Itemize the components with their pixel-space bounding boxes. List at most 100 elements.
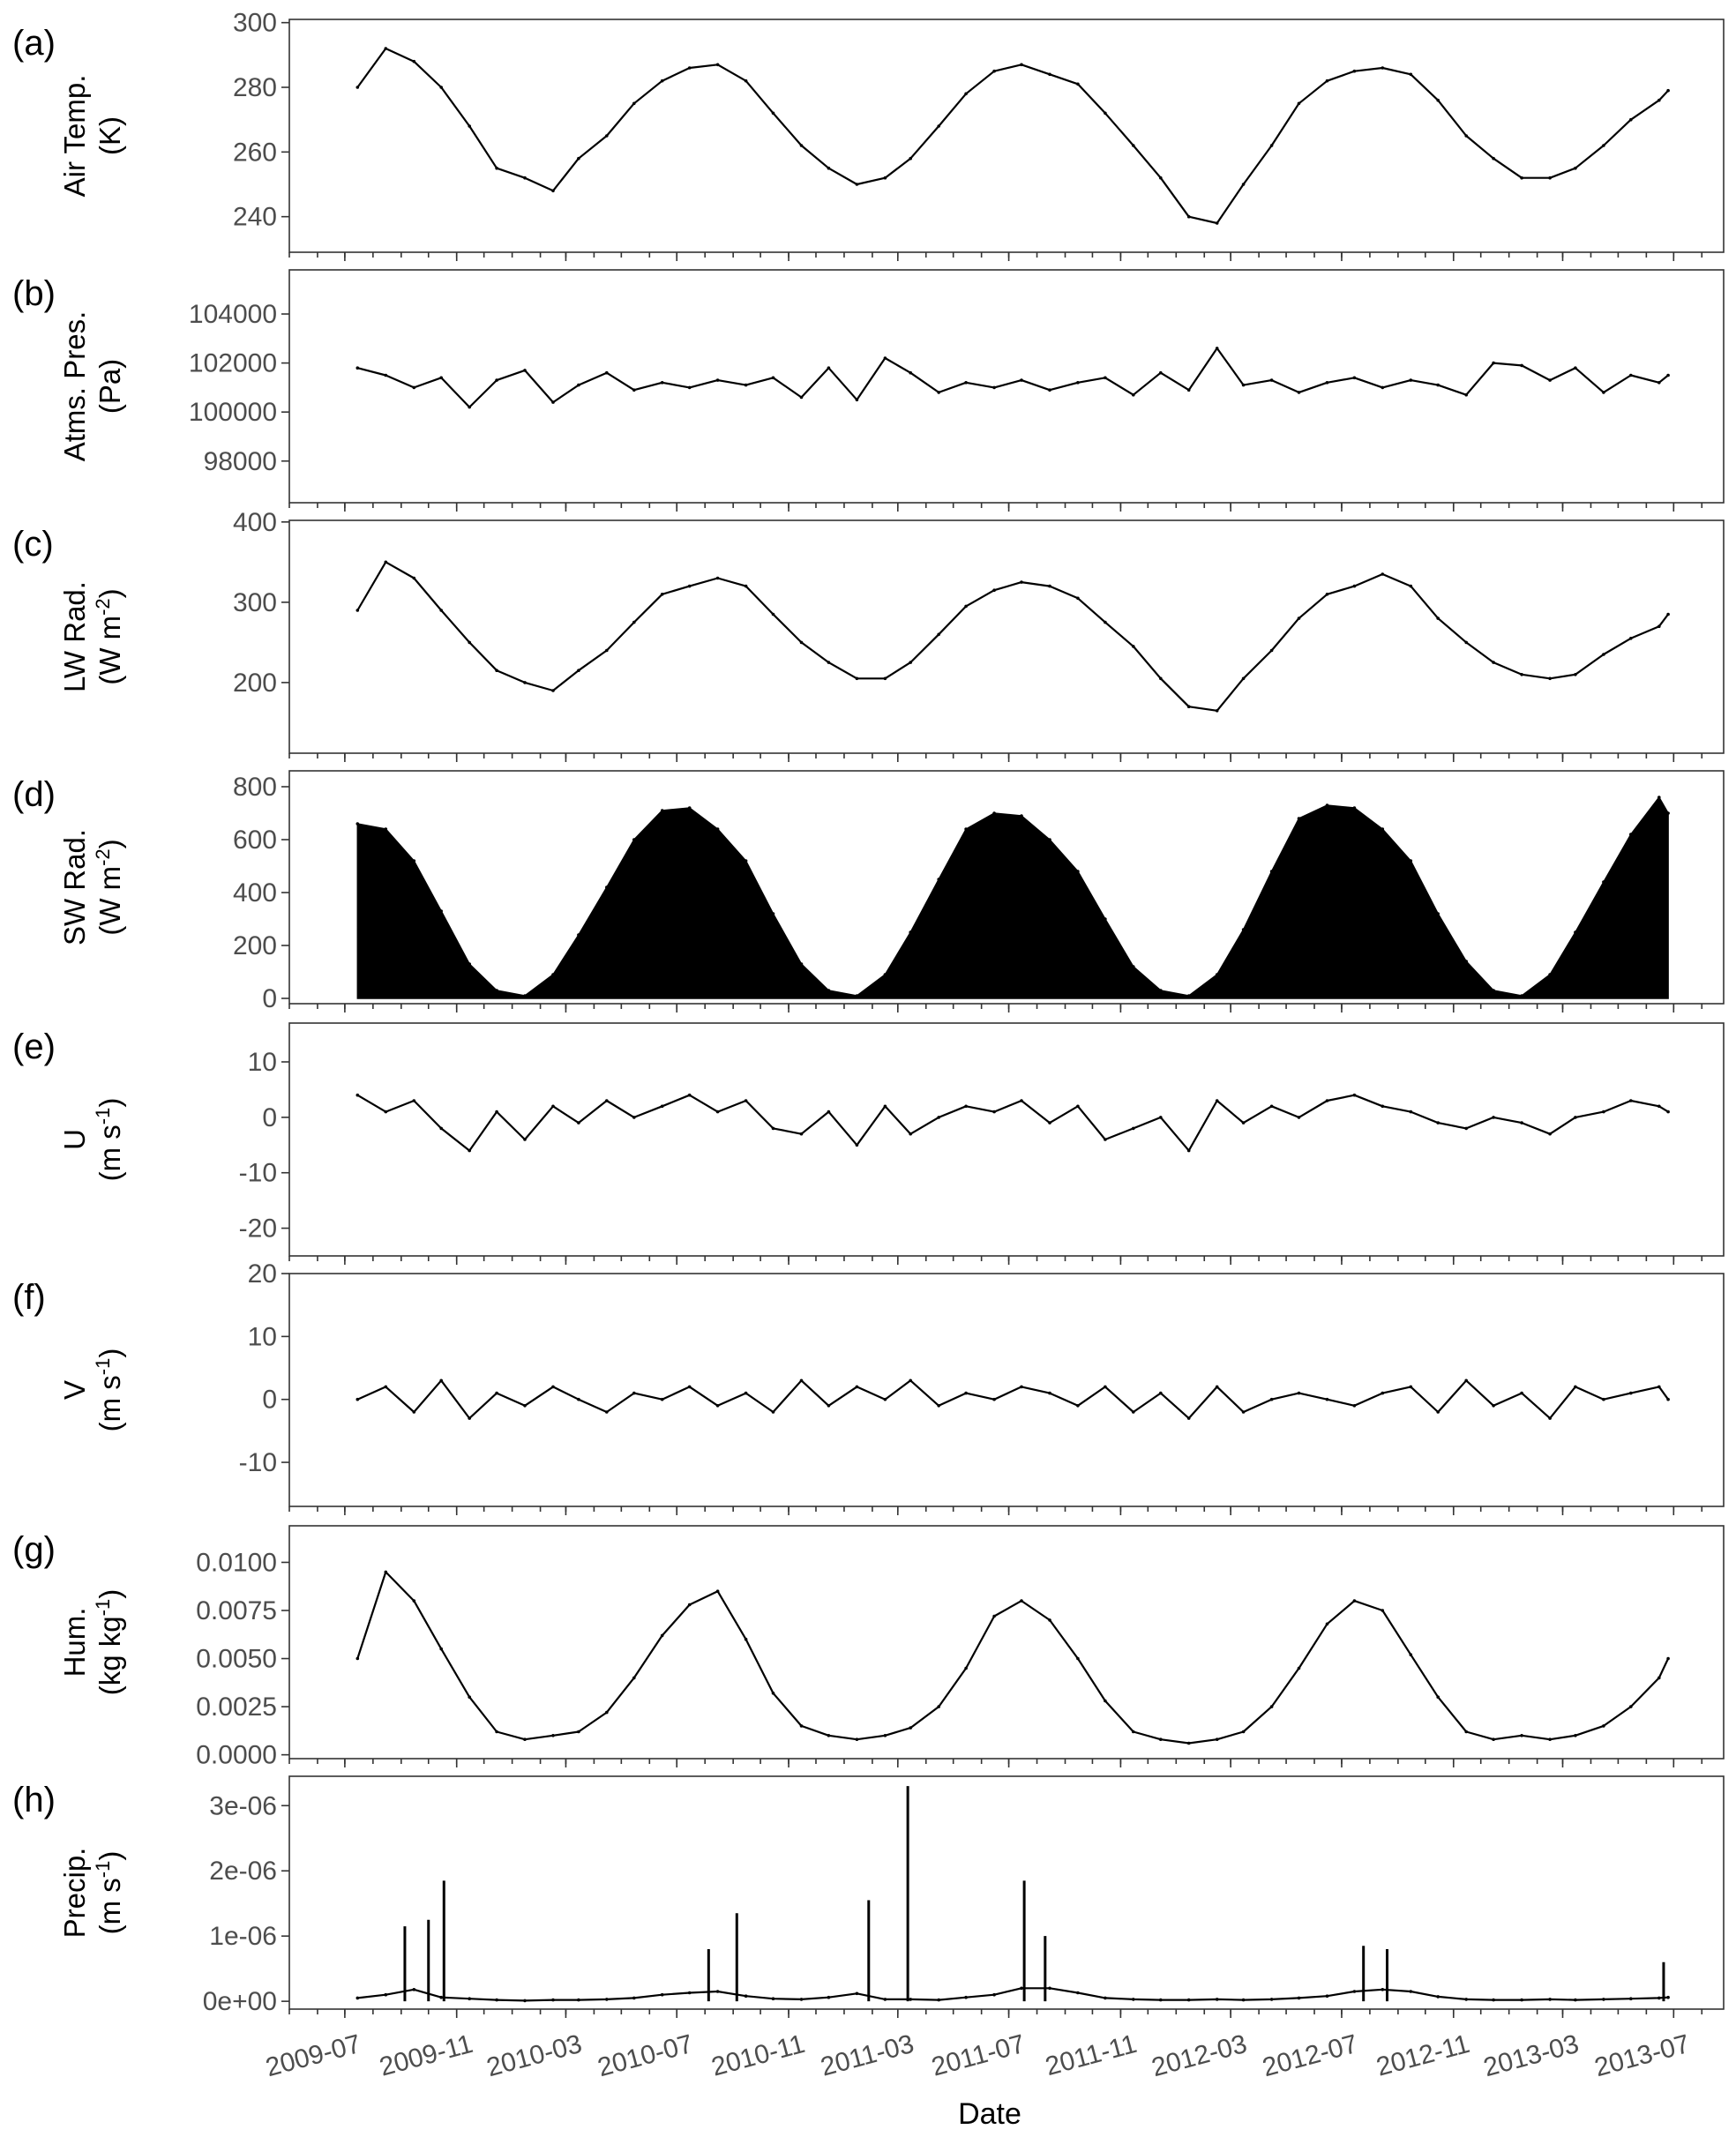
- panel-g-data-point: [1520, 1734, 1523, 1737]
- panel-c-data-point: [384, 560, 388, 564]
- panel-f-data-point: [1132, 1410, 1135, 1414]
- panel-g-data-point: [577, 1730, 580, 1734]
- panel-g-data-point: [1325, 1622, 1329, 1626]
- panel-f-y-tick-label: -10: [239, 1448, 277, 1477]
- panel-a-data-point: [1325, 78, 1329, 83]
- panel-a-data-point: [1215, 221, 1219, 225]
- panel-e-data-point: [1492, 1116, 1495, 1119]
- panel-f-data-point: [771, 1410, 775, 1414]
- panel-f-data-point: [523, 1404, 527, 1408]
- panel-b-data-point: [909, 370, 912, 375]
- panel-h-data-point: [551, 1998, 555, 2002]
- panel-g-data-point: [1436, 1695, 1440, 1699]
- panel-f-data-point: [1548, 1416, 1552, 1420]
- panel-e-data-point: [1104, 1138, 1107, 1141]
- panel-d-data-point: [964, 827, 968, 831]
- panel-g-data-point: [883, 1734, 887, 1737]
- panel-f-data-point: [883, 1397, 887, 1401]
- panel-f-data-point: [1409, 1385, 1413, 1389]
- panel-f-data-point: [1297, 1391, 1301, 1395]
- panel-a-data-point: [1436, 98, 1440, 102]
- panel-h-data-point: [412, 1988, 416, 1991]
- panel-h-data-point: [1159, 1998, 1163, 2002]
- panel-d-data-point: [523, 994, 527, 998]
- panel-d-data-point: [1159, 989, 1163, 992]
- panel-a-data-point: [1574, 166, 1577, 170]
- panel-f-data-point: [1657, 1385, 1661, 1389]
- panel-c-y-tick-label: 300: [233, 588, 277, 617]
- panel-b-data-point: [883, 356, 887, 360]
- panel-f-data-point: [1492, 1404, 1495, 1408]
- panel-g-data-point: [1297, 1666, 1301, 1670]
- panel-f-data-point: [827, 1404, 831, 1408]
- panel-g-data-point: [495, 1730, 498, 1734]
- panel-d-data-point: [1241, 928, 1246, 931]
- panel-a-data-point: [1241, 183, 1246, 186]
- panel-h-data-point: [1602, 1998, 1605, 2001]
- panel-b-data-point: [1381, 385, 1385, 390]
- panel-d-y-tick-label: 800: [233, 773, 277, 802]
- panel-c-data-point: [855, 676, 859, 681]
- panel-c-data-point: [883, 676, 887, 681]
- panel-g-data-point: [1657, 1676, 1661, 1680]
- panel-f-data-point: [855, 1385, 859, 1389]
- panel-h-data-point: [1325, 1994, 1329, 1998]
- panel-a-data-point: [1629, 117, 1633, 122]
- panel-d-data-point: [799, 962, 804, 966]
- panel-g-data-point: [937, 1705, 940, 1708]
- panel-d-data-point: [1666, 811, 1670, 815]
- panel-d-data-point: [1574, 930, 1577, 934]
- panel-e-data-point: [1325, 1099, 1329, 1102]
- panel-e-ylabel-line2: (m s-1): [92, 1098, 127, 1182]
- panel-d-letter: (d): [12, 775, 56, 814]
- panel-b-data-point: [1666, 373, 1670, 377]
- panel-a-data-point: [827, 166, 831, 170]
- panel-a-data-point: [1297, 101, 1301, 106]
- panel-b-data-point: [827, 366, 831, 370]
- panel-d: 0 200 400 600 800 (d)SW Rad. (W m-2): [12, 770, 1725, 1013]
- panel-h-data-point: [1409, 1990, 1413, 1993]
- panel-g-data-point: [799, 1724, 804, 1728]
- panel-g-data-point: [1076, 1656, 1080, 1661]
- panel-c-data-point: [1132, 645, 1135, 648]
- panel-f-data-point: [632, 1391, 636, 1395]
- panel-f-frame: [288, 1273, 1725, 1507]
- panel-d-data-point: [1352, 806, 1357, 810]
- panel-d-data-point: [1602, 880, 1605, 884]
- panel-e-data-point: [1574, 1116, 1577, 1119]
- panel-h-data-point: [1048, 1986, 1051, 1991]
- panel-h-y-tick-label: 0e+00: [203, 1987, 277, 2016]
- panel-g-frame: [288, 1525, 1725, 1760]
- panel-f-data-point: [715, 1404, 720, 1408]
- panel-b-data-point: [1409, 378, 1413, 382]
- panels-group: 240 260 280 300 (a)Air Temp. (K) 98000 100000 10…: [12, 9, 1725, 2082]
- panel-b-data-point: [412, 385, 416, 390]
- panel-c-data-point: [605, 648, 609, 653]
- panel-b-data-point: [1520, 363, 1523, 368]
- panel-g-y-tick-label: 0.0025: [196, 1692, 277, 1722]
- panel-h-y-tick-label: 2e-06: [209, 1857, 277, 1886]
- panel-e-data-point: [1132, 1126, 1135, 1131]
- panel-f-data-point: [1076, 1404, 1080, 1408]
- panel-a-y-tick-label: 280: [233, 73, 277, 102]
- panel-a-data-point: [632, 101, 636, 106]
- panel-e-data-point: [1436, 1121, 1440, 1125]
- panel-a-ylabel-line1: Air Temp.: [58, 75, 91, 198]
- panel-a-data-point: [1520, 176, 1523, 180]
- panel-a-data-point: [855, 183, 859, 186]
- panel-f-data-point: [1325, 1397, 1329, 1401]
- panel-g-data-point: [355, 1656, 360, 1661]
- panel-f-data-point: [495, 1391, 498, 1395]
- panel-g-y-tick-label: 0.0000: [196, 1741, 277, 1770]
- panel-h-data-point: [937, 1998, 940, 2002]
- panel-g-data-point: [1602, 1724, 1605, 1728]
- panel-g-data-point: [1020, 1599, 1023, 1603]
- panel-c-data-point: [827, 661, 831, 664]
- panel-e-data-point: [605, 1099, 609, 1102]
- panel-c-data-point: [1629, 637, 1633, 640]
- panel-b-data-point: [1159, 370, 1163, 375]
- panel-c-frame: [288, 519, 1725, 754]
- panel-f-y-tick-label: 0: [262, 1386, 277, 1415]
- panel-e-data-point: [412, 1099, 416, 1102]
- panel-b-data-point: [687, 385, 692, 390]
